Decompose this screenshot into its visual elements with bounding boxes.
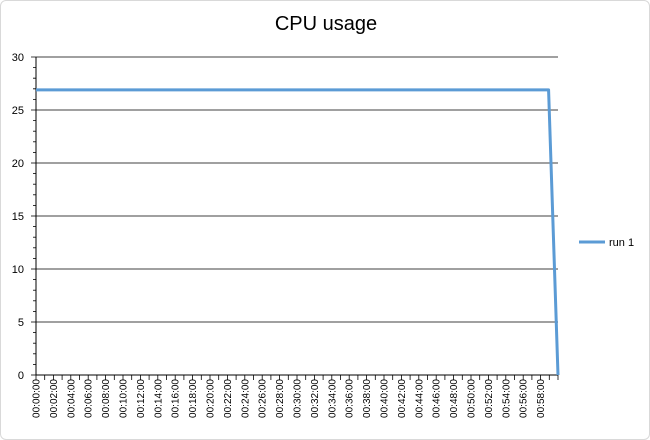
x-tick-label: 00:24:00 <box>240 379 251 418</box>
axes <box>31 56 559 380</box>
x-tick-label: 00:46:00 <box>432 379 443 418</box>
x-tick-label: 00:22:00 <box>223 379 234 418</box>
x-tick-label: 00:20:00 <box>206 379 217 418</box>
x-tick-label: 00:32:00 <box>310 379 321 418</box>
y-tick-label: 0 <box>18 370 24 382</box>
y-tick-label: 15 <box>12 211 24 223</box>
series-line-1 <box>36 88 560 376</box>
x-tick-label: 00:12:00 <box>136 379 147 418</box>
x-tick-label: 00:52:00 <box>484 379 495 418</box>
x-tick-label: 00:36:00 <box>345 379 356 418</box>
x-tick-label: 00:34:00 <box>327 379 338 418</box>
x-tick-label: 00:30:00 <box>293 379 304 418</box>
x-tick-label: 00:54:00 <box>501 379 512 418</box>
legend: run 1 <box>579 237 634 249</box>
x-tick-label: 00:42:00 <box>397 379 408 418</box>
x-tick-label: 00:26:00 <box>258 379 269 418</box>
x-tick-label: 00:38:00 <box>362 379 373 418</box>
x-tick-label: 00:18:00 <box>188 379 199 418</box>
x-tick-label: 00:56:00 <box>519 379 530 418</box>
x-tick-label: 00:58:00 <box>536 379 547 418</box>
y-tick-label: 25 <box>12 105 24 117</box>
x-tick-label: 00:10:00 <box>119 379 130 418</box>
x-tick-label: 00:48:00 <box>449 379 460 418</box>
y-tick-label: 5 <box>18 317 24 329</box>
legend-label: run 1 <box>609 237 634 249</box>
y-tick-labels: 0 5 10 15 20 25 30 <box>12 52 24 382</box>
x-tick-label: 00:14:00 <box>153 379 164 418</box>
series-lines <box>36 88 560 376</box>
x-tick-label: 00:04:00 <box>66 379 77 418</box>
chart-title: CPU usage <box>274 13 378 35</box>
x-tick-label: 00:28:00 <box>275 379 286 418</box>
x-tick-label: 00:40:00 <box>380 379 391 418</box>
grid-lines <box>36 56 558 323</box>
x-tick-label: 00:16:00 <box>171 379 182 418</box>
x-tick-labels: 00:00:00 00:02:00 00:04:00 00:06:00 00:08:00… <box>32 379 548 418</box>
x-tick-label: 00:08:00 <box>101 379 112 418</box>
x-tick-label: 00:06:00 <box>84 379 95 418</box>
y-tick-label: 10 <box>12 264 24 276</box>
x-tick-label: 00:02:00 <box>49 379 60 418</box>
y-tick-label: 20 <box>12 158 24 170</box>
x-tick-label: 00:44:00 <box>414 379 425 418</box>
y-tick-label: 30 <box>12 52 24 64</box>
x-tick-label: 00:00:00 <box>32 379 43 418</box>
x-tick-label: 00:50:00 <box>467 379 478 418</box>
